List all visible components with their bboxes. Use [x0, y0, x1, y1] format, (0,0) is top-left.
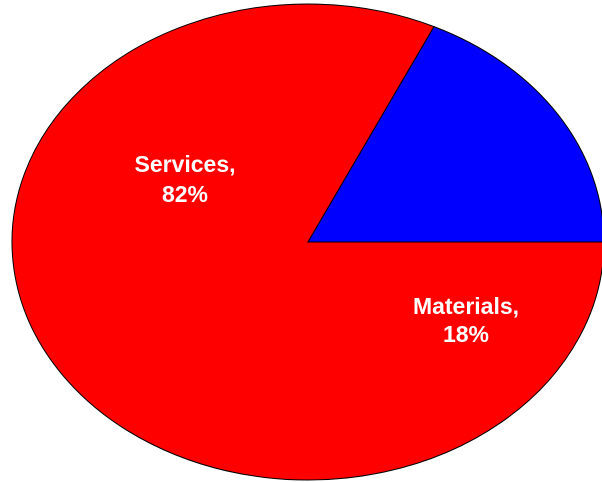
- pie-slices: [11, 3, 602, 481]
- pie-label-name: Materials,: [413, 293, 519, 319]
- pie-label-value: 18%: [443, 321, 489, 347]
- pie-label-services: Services, 82%: [134, 151, 235, 207]
- pie-slice-services: [11, 3, 602, 481]
- pie-label-value: 82%: [162, 181, 208, 207]
- pie-label-materials: Materials, 18%: [413, 293, 519, 347]
- pie-labels: Services, 82% Materials, 18%: [134, 151, 519, 347]
- pie-label-name: Services,: [134, 151, 235, 177]
